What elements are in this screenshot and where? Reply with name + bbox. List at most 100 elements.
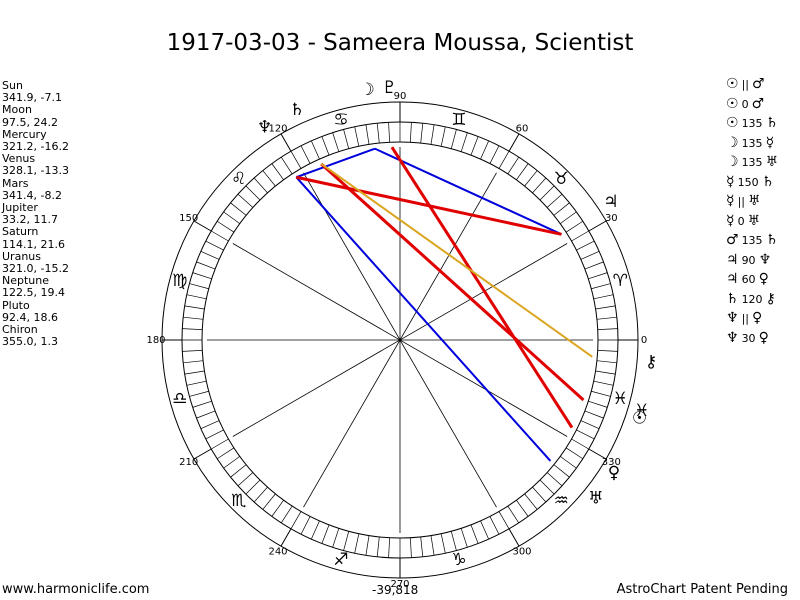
planet-glyph-icon: ♂ <box>726 232 739 248</box>
planet-glyph-icon: ☿ <box>765 134 775 151</box>
degree-tick <box>559 456 577 469</box>
degree-tick <box>450 129 457 149</box>
planet-glyph-icon: ♅ <box>748 193 761 209</box>
aspect-row: ☿ 150 ♄ <box>726 174 800 194</box>
degree-tick <box>507 156 520 175</box>
planet-name: Moon <box>2 103 32 117</box>
degree-tick <box>280 505 293 524</box>
degree-tick <box>516 163 529 181</box>
degree-tick <box>211 438 229 450</box>
degree-tick <box>332 132 340 152</box>
degree-label: 60 <box>516 124 529 135</box>
planet-glyph-icon: ☿ <box>726 212 735 229</box>
aspect-angle: || <box>737 195 746 208</box>
degree-tick <box>253 486 268 503</box>
degree-tick <box>539 185 555 201</box>
planet-glyph-icon: ☽ <box>726 134 739 151</box>
degree-tick <box>376 536 380 557</box>
aspect-row: ♄ 120 ⚷ <box>726 291 800 311</box>
degree-tick <box>420 123 424 144</box>
aspect-angle: 135 <box>741 234 763 247</box>
degree-tick <box>524 170 538 187</box>
planet-position-icon: ♓ <box>634 401 649 421</box>
aspect-line <box>295 176 552 462</box>
degree-tick <box>343 531 350 551</box>
planet-glyph-icon: ☉ <box>726 76 739 92</box>
degree-tick <box>237 472 254 487</box>
degree-tick <box>470 136 479 156</box>
degree-tick <box>580 420 600 429</box>
planet-glyph-icon: ☿ <box>726 173 735 190</box>
planet-glyph-icon: ♀ <box>758 271 769 287</box>
planet-position-list: Sun 341.9, -7.1 Moon 97.5, 24.2 Mercury 321.2… <box>2 79 112 348</box>
degree-tick <box>532 177 547 194</box>
degree-tick <box>205 240 224 251</box>
degree-label: 180 <box>146 335 165 346</box>
planet-name: Saturn <box>2 225 39 239</box>
degree-tick <box>192 272 212 280</box>
house-cusp-tick <box>193 220 212 232</box>
planet-glyph-icon: ♃ <box>726 251 739 268</box>
degree-label: 90 <box>394 91 407 102</box>
degree-tick <box>271 499 284 517</box>
aspect-row: ♃ 60 ♀ <box>726 271 800 291</box>
degree-tick <box>460 132 468 152</box>
degree-tick <box>216 220 235 233</box>
house-cusp-tick <box>280 528 292 547</box>
house-cusp-tick <box>193 448 212 460</box>
planet-glyph-icon: ♄ <box>765 232 779 248</box>
house-cusp-tick <box>588 448 607 460</box>
degree-tick <box>588 272 608 280</box>
degree-tick <box>532 486 547 503</box>
degree-label: 30 <box>605 213 618 224</box>
planet-position: 328.1, -13.3 <box>2 164 69 178</box>
degree-tick <box>539 479 555 495</box>
planet-glyph-icon: ☉ <box>726 95 739 112</box>
degree-tick <box>216 447 235 460</box>
website-link[interactable]: www.harmoniclife.com <box>2 582 150 597</box>
planet-glyph-icon: ⚷ <box>765 290 776 307</box>
degree-tick <box>410 537 412 558</box>
planet-glyph-icon: ♆ <box>758 251 772 268</box>
degree-tick <box>470 524 479 544</box>
chart-number: -39,818 <box>372 583 419 597</box>
degree-tick <box>186 294 207 300</box>
planet-position-icon: ♃ <box>603 192 618 212</box>
patent-note: AstroChart Patent Pending <box>616 582 788 597</box>
degree-tick <box>593 380 614 386</box>
degree-tick <box>584 261 604 270</box>
degree-label: 330 <box>602 457 621 468</box>
libra-sign-icon: ♎ <box>172 389 187 409</box>
degree-tick <box>186 380 207 386</box>
degree-label: 210 <box>179 457 198 468</box>
degree-tick <box>200 420 220 429</box>
degree-label: 120 <box>268 124 287 135</box>
aspect-angle: 150 <box>737 175 759 189</box>
degree-label: 240 <box>268 546 287 557</box>
degree-tick <box>343 129 350 149</box>
degree-tick <box>420 536 424 557</box>
degree-tick <box>516 499 529 517</box>
degree-tick <box>597 328 618 330</box>
degree-tick <box>591 283 611 290</box>
degree-tick <box>192 400 212 408</box>
planet-glyph-icon: ☽ <box>726 154 739 170</box>
degree-tick <box>245 185 261 201</box>
degree-tick <box>262 493 276 510</box>
leo-sign-icon: ♌ <box>231 169 246 189</box>
degree-tick <box>230 464 247 478</box>
aspect-row: ☽ 135 ☿ <box>726 135 800 155</box>
house-division-line <box>232 243 568 437</box>
degree-tick <box>489 516 500 535</box>
degree-tick <box>440 126 446 147</box>
planet-name: Venus <box>2 152 36 166</box>
degree-tick <box>300 516 311 535</box>
degree-tick <box>189 390 209 397</box>
degree-tick <box>200 251 220 260</box>
degree-label: 270 <box>390 579 409 590</box>
degree-tick <box>184 370 205 375</box>
degree-tick <box>189 283 209 290</box>
degree-tick <box>546 193 563 208</box>
planet-position: 321.0, -15.2 <box>2 262 69 276</box>
